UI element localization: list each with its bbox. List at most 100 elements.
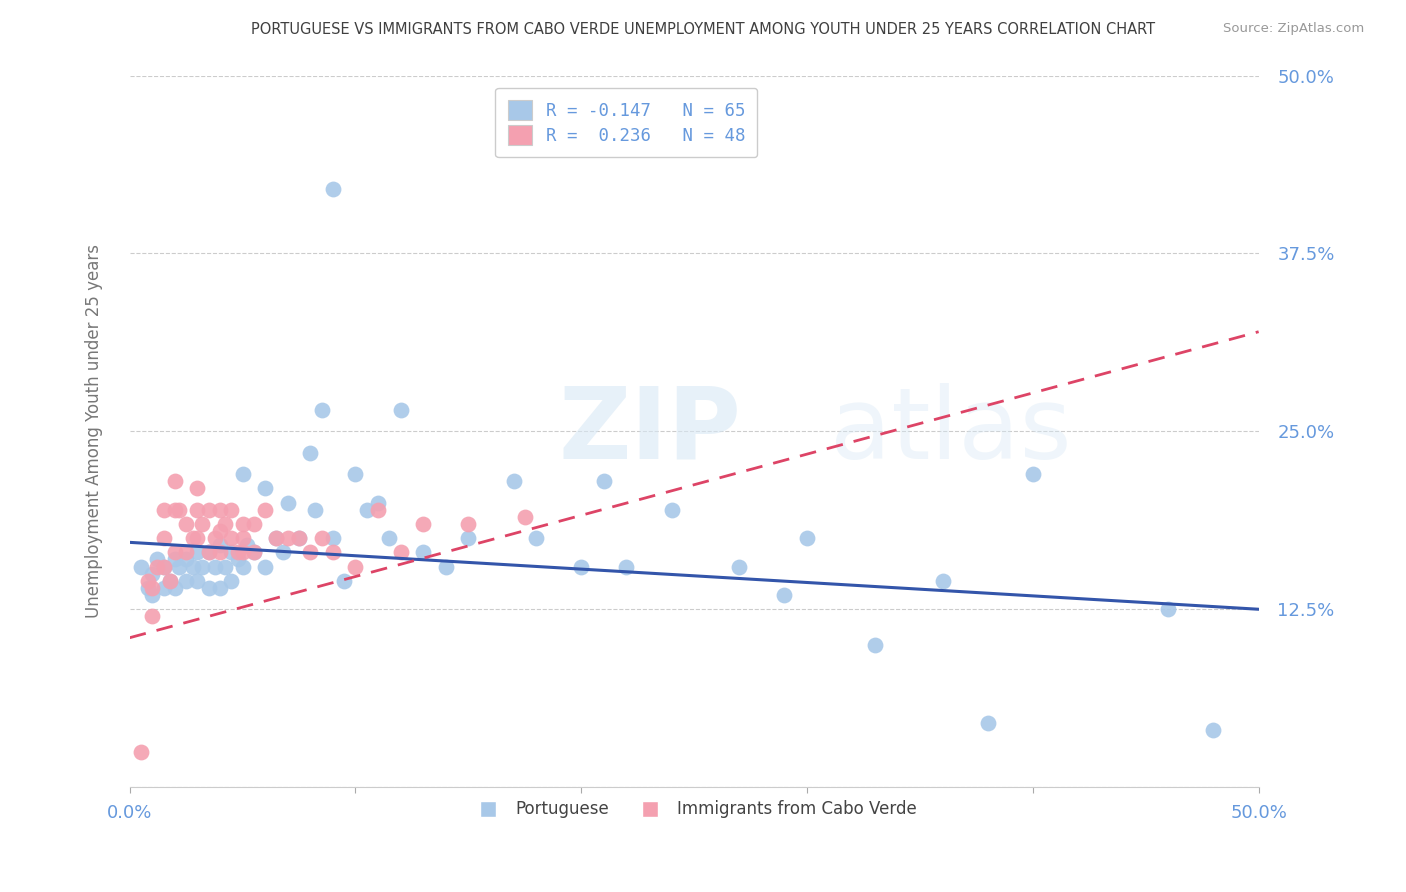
- Point: [232, 516, 254, 531]
- Point: [863, 638, 886, 652]
- Text: ZIP: ZIP: [558, 383, 741, 480]
- Point: [356, 502, 378, 516]
- Point: [243, 545, 266, 559]
- Point: [322, 531, 344, 545]
- Text: atlas: atlas: [830, 383, 1071, 480]
- Point: [191, 559, 214, 574]
- Point: [208, 524, 231, 538]
- Point: [152, 559, 174, 574]
- Point: [333, 574, 356, 588]
- Point: [129, 559, 152, 574]
- Point: [434, 559, 457, 574]
- Point: [389, 403, 412, 417]
- Point: [232, 531, 254, 545]
- Point: [221, 545, 243, 559]
- Point: [311, 403, 333, 417]
- Point: [141, 581, 163, 595]
- Point: [204, 559, 226, 574]
- Point: [186, 531, 208, 545]
- Point: [197, 502, 219, 516]
- Point: [661, 502, 683, 516]
- Point: [197, 545, 219, 559]
- Point: [208, 538, 231, 552]
- Point: [236, 538, 259, 552]
- Point: [728, 559, 751, 574]
- Point: [277, 531, 299, 545]
- Point: [232, 467, 254, 481]
- Point: [136, 574, 159, 588]
- Point: [163, 552, 186, 566]
- Point: [186, 574, 208, 588]
- Point: [254, 481, 277, 495]
- Point: [226, 552, 249, 566]
- Point: [174, 516, 197, 531]
- Point: [616, 559, 638, 574]
- Point: [592, 474, 614, 488]
- Point: [221, 531, 243, 545]
- Point: [197, 581, 219, 595]
- Point: [146, 559, 169, 574]
- Point: [141, 609, 163, 624]
- Point: [1157, 602, 1180, 616]
- Point: [271, 545, 294, 559]
- Point: [214, 559, 236, 574]
- Point: [208, 581, 231, 595]
- Point: [174, 545, 197, 559]
- Point: [232, 545, 254, 559]
- Point: [129, 745, 152, 759]
- Point: [288, 531, 311, 545]
- Point: [186, 545, 208, 559]
- Point: [163, 474, 186, 488]
- Point: [1022, 467, 1045, 481]
- Point: [1202, 723, 1225, 738]
- Point: [796, 531, 818, 545]
- Point: [221, 574, 243, 588]
- Point: [389, 545, 412, 559]
- Point: [226, 545, 249, 559]
- Point: [344, 467, 367, 481]
- Point: [152, 502, 174, 516]
- Point: [322, 182, 344, 196]
- Point: [412, 516, 434, 531]
- Point: [186, 502, 208, 516]
- Y-axis label: Unemployment Among Youth under 25 years: Unemployment Among Youth under 25 years: [86, 244, 103, 618]
- Point: [524, 531, 547, 545]
- Point: [191, 516, 214, 531]
- Point: [208, 502, 231, 516]
- Point: [169, 502, 191, 516]
- Point: [159, 574, 181, 588]
- Point: [159, 574, 181, 588]
- Point: [141, 588, 163, 602]
- Point: [214, 516, 236, 531]
- Point: [197, 545, 219, 559]
- Point: [344, 559, 367, 574]
- Point: [266, 531, 288, 545]
- Point: [243, 545, 266, 559]
- Point: [288, 531, 311, 545]
- Point: [299, 446, 322, 460]
- Point: [163, 581, 186, 595]
- Point: [186, 481, 208, 495]
- Point: [367, 495, 389, 509]
- Point: [152, 559, 174, 574]
- Point: [232, 559, 254, 574]
- Point: [931, 574, 953, 588]
- Point: [277, 495, 299, 509]
- Point: [174, 552, 197, 566]
- Point: [204, 531, 226, 545]
- Point: [169, 559, 191, 574]
- Text: PORTUGUESE VS IMMIGRANTS FROM CABO VERDE UNEMPLOYMENT AMONG YOUTH UNDER 25 YEARS: PORTUGUESE VS IMMIGRANTS FROM CABO VERDE…: [250, 22, 1156, 37]
- Point: [311, 531, 333, 545]
- Point: [412, 545, 434, 559]
- Point: [299, 545, 322, 559]
- Point: [181, 531, 204, 545]
- Point: [457, 531, 479, 545]
- Point: [243, 516, 266, 531]
- Point: [457, 516, 479, 531]
- Point: [163, 502, 186, 516]
- Point: [976, 716, 998, 731]
- Point: [152, 581, 174, 595]
- Point: [208, 545, 231, 559]
- Point: [141, 566, 163, 581]
- Point: [367, 502, 389, 516]
